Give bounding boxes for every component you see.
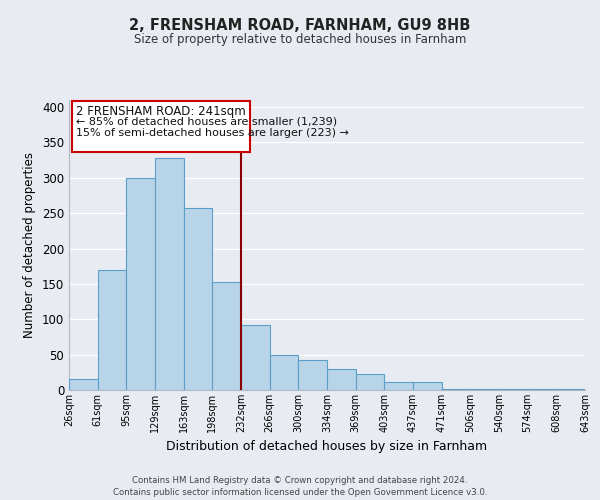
Bar bbox=[98, 270, 127, 390]
Y-axis label: Number of detached properties: Number of detached properties bbox=[23, 152, 37, 338]
Bar bbox=[155, 158, 184, 390]
X-axis label: Distribution of detached houses by size in Farnham: Distribution of detached houses by size … bbox=[166, 440, 488, 454]
Bar bbox=[385, 382, 413, 390]
FancyBboxPatch shape bbox=[72, 102, 250, 152]
Bar bbox=[413, 382, 442, 390]
Bar bbox=[241, 325, 269, 390]
Bar bbox=[527, 388, 556, 390]
Bar bbox=[442, 388, 470, 390]
Bar bbox=[556, 388, 585, 390]
Bar bbox=[69, 380, 98, 390]
Bar bbox=[127, 178, 155, 390]
Bar bbox=[298, 360, 327, 390]
Text: 2, FRENSHAM ROAD, FARNHAM, GU9 8HB: 2, FRENSHAM ROAD, FARNHAM, GU9 8HB bbox=[130, 18, 470, 32]
Text: Size of property relative to detached houses in Farnham: Size of property relative to detached ho… bbox=[134, 32, 466, 46]
Text: 2 FRENSHAM ROAD: 241sqm: 2 FRENSHAM ROAD: 241sqm bbox=[76, 105, 245, 118]
Bar bbox=[184, 208, 212, 390]
Text: 15% of semi-detached houses are larger (223) →: 15% of semi-detached houses are larger (… bbox=[76, 128, 349, 138]
Text: Contains HM Land Registry data © Crown copyright and database right 2024.: Contains HM Land Registry data © Crown c… bbox=[132, 476, 468, 485]
Bar bbox=[499, 388, 527, 390]
Text: Contains public sector information licensed under the Open Government Licence v3: Contains public sector information licen… bbox=[113, 488, 487, 497]
Bar bbox=[269, 354, 298, 390]
Bar bbox=[356, 374, 385, 390]
Text: ← 85% of detached houses are smaller (1,239): ← 85% of detached houses are smaller (1,… bbox=[76, 117, 337, 127]
Bar bbox=[212, 282, 241, 390]
Bar bbox=[470, 388, 499, 390]
Bar bbox=[327, 370, 356, 390]
